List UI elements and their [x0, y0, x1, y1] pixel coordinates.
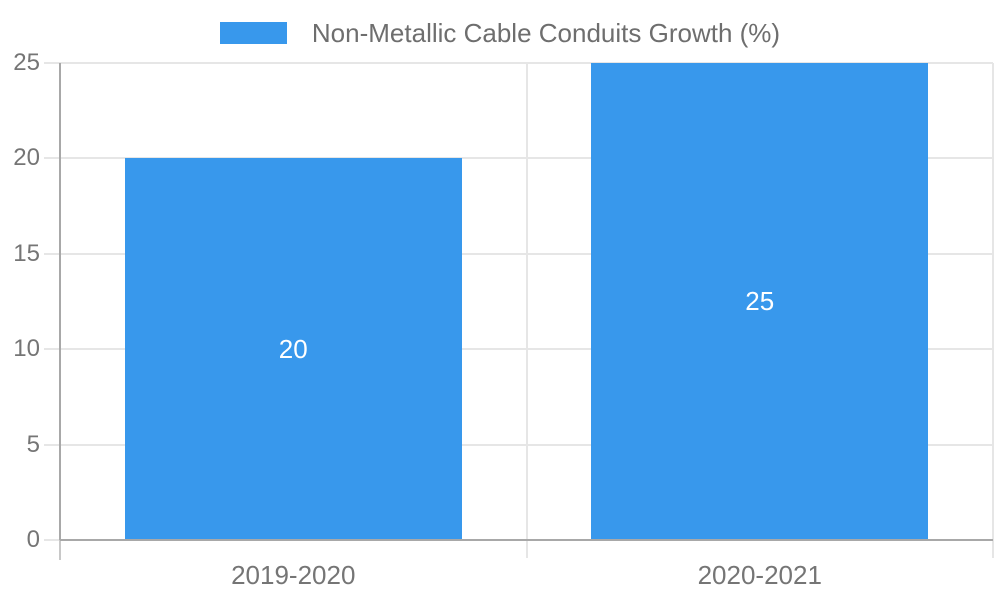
y-tick	[44, 62, 60, 64]
bar: 20	[124, 158, 462, 540]
y-axis-line	[59, 63, 61, 540]
y-tick	[44, 443, 60, 446]
y-tick-label: 10	[13, 335, 40, 363]
y-tick	[44, 539, 60, 541]
plot-area: 0 5 10 15 20 25 20 25 2019-2020 2020-2021	[13, 50, 994, 590]
y-tick-label: 25	[13, 49, 40, 76]
y-tick	[44, 348, 60, 351]
y-tick-label: 20	[13, 144, 40, 172]
bar-value-label: 25	[745, 286, 775, 316]
y-tick	[44, 252, 60, 255]
y-axis-tick-extension	[59, 540, 61, 560]
y-tick-label: 5	[26, 430, 40, 458]
legend-swatch	[219, 22, 287, 44]
y-tick	[44, 157, 60, 160]
x-category-label: 2019-2020	[231, 560, 356, 590]
x-gridline	[525, 63, 528, 558]
y-tick-label: 15	[13, 239, 40, 267]
legend: Non-Metallic Cable Conduits Growth (%)	[0, 17, 1000, 48]
x-gridline	[992, 63, 994, 558]
legend-label: Non-Metallic Cable Conduits Growth (%)	[311, 17, 781, 48]
bar: 25	[591, 63, 929, 540]
x-axis-line	[60, 539, 993, 541]
y-tick-label: 0	[26, 526, 40, 553]
x-category-label: 2020-2021	[697, 560, 822, 590]
bar-value-label: 20	[278, 333, 308, 364]
